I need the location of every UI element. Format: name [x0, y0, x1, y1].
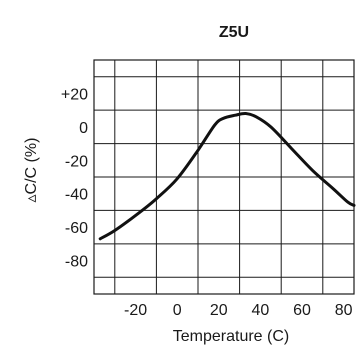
- grid: [94, 60, 354, 294]
- x-tick-label: 20: [210, 302, 228, 319]
- x-tick-label: 40: [252, 302, 270, 319]
- x-tick-label: 80: [335, 302, 353, 319]
- x-axis-label: Temperature (C): [173, 328, 289, 345]
- y-tick-label: -60: [65, 220, 88, 237]
- x-tick-label: 60: [293, 302, 311, 319]
- chart-title: Z5U: [219, 24, 249, 41]
- x-tick-label: 0: [173, 302, 182, 319]
- x-tick-labels: -20 0 20 40 60 80: [124, 302, 353, 319]
- y-axis-label: ▵C/C (%): [23, 138, 40, 203]
- y-tick-label: -80: [65, 254, 88, 271]
- y-tick-label: -20: [65, 153, 88, 170]
- y-tick-label: 0: [79, 120, 88, 137]
- y-tick-label: -40: [65, 187, 88, 204]
- y-tick-labels: +20 0 -20 -40 -60 -80: [61, 86, 88, 270]
- plot-frame: [93, 59, 355, 295]
- y-tick-label: +20: [61, 86, 88, 103]
- series-line: [98, 111, 356, 241]
- x-tick-label: -20: [124, 302, 147, 319]
